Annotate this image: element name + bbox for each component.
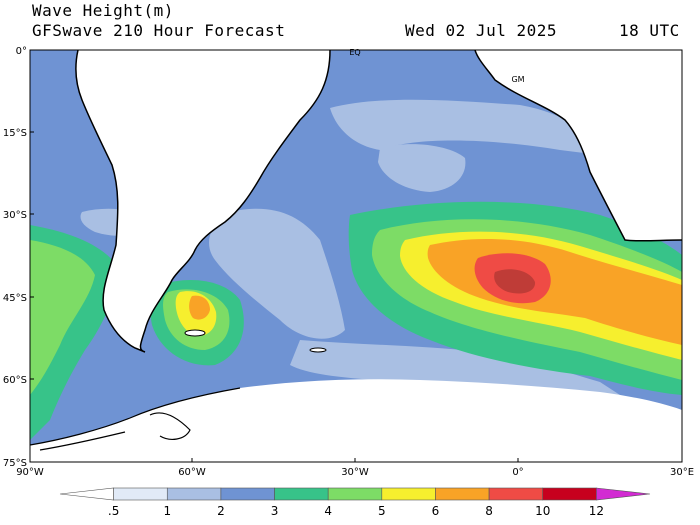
forecast-date: Wed 02 Jul 2025 [405, 21, 557, 40]
sa-coastline [75, 50, 331, 353]
colorbar-label: 4 [324, 504, 332, 518]
calm-zone-south [290, 340, 620, 395]
graticule-ticks [30, 49, 519, 463]
map-frame [29, 49, 683, 463]
lat-label-0: 0° [16, 46, 27, 57]
colorbar-swatch [488, 487, 544, 501]
lat-label-45s: 45°S [3, 293, 27, 304]
equator-marker: EQ [349, 48, 360, 57]
colorbar-swatch [113, 487, 168, 501]
colorbar-label: 5 [377, 504, 386, 518]
colorbar-label: 3 [270, 504, 279, 518]
colorbar-swatch [274, 487, 329, 501]
lon-label-60w: 60°W [178, 467, 206, 478]
map-title: Wave Height(m) [32, 1, 174, 20]
colorbar [59, 487, 651, 501]
africa-coastline [474, 50, 682, 242]
falkland-islands [184, 329, 206, 337]
colorbar-label: 10 [535, 504, 551, 518]
colorbar-swatch [381, 487, 436, 501]
lat-label-15s: 15°S [3, 128, 27, 139]
forecast-subtitle: GFSwave 210 Hour Forecast [32, 21, 286, 40]
colorbar-label: 2 [217, 504, 225, 518]
antarctica [30, 379, 682, 462]
lat-label-60s: 60°S [3, 375, 27, 386]
antarctica-coastline [30, 387, 241, 451]
lat-label-75s: 75°S [3, 458, 27, 469]
colorbar-label: .5 [107, 504, 120, 518]
colorbar-swatch [59, 487, 114, 501]
colorbar-swatch [327, 487, 383, 501]
colorbar-swatch [220, 487, 275, 501]
calm-zone-central [209, 208, 345, 339]
lon-label-30w: 30°W [341, 467, 369, 478]
colorbar-label: 8 [485, 504, 493, 518]
lon-label-30e: 30°E [670, 467, 694, 478]
south-georgia [309, 347, 327, 353]
colorbar-swatch [596, 487, 651, 501]
greenwich-marker: GM [511, 75, 524, 84]
calm-zone-north [330, 99, 600, 155]
map-area [30, 50, 682, 462]
colorbar-label: 1 [163, 504, 172, 518]
colorbar-swatch [166, 487, 222, 501]
lat-label-30s: 30°S [3, 210, 27, 221]
colorbar-label: 6 [431, 504, 440, 518]
lon-label-90w: 90°W [16, 467, 44, 478]
drake-system-peak [189, 295, 210, 320]
forecast-time: 18 UTC [619, 21, 680, 40]
colorbar-label: 12 [588, 504, 604, 518]
colorbar-swatch [435, 487, 490, 501]
storm-core-10 [494, 269, 536, 294]
south-america [75, 50, 330, 352]
calm-zone-patch [378, 144, 466, 192]
colorbar-swatch [542, 487, 597, 501]
lon-label-0: 0° [512, 467, 523, 478]
southern-swell-core [30, 240, 95, 395]
